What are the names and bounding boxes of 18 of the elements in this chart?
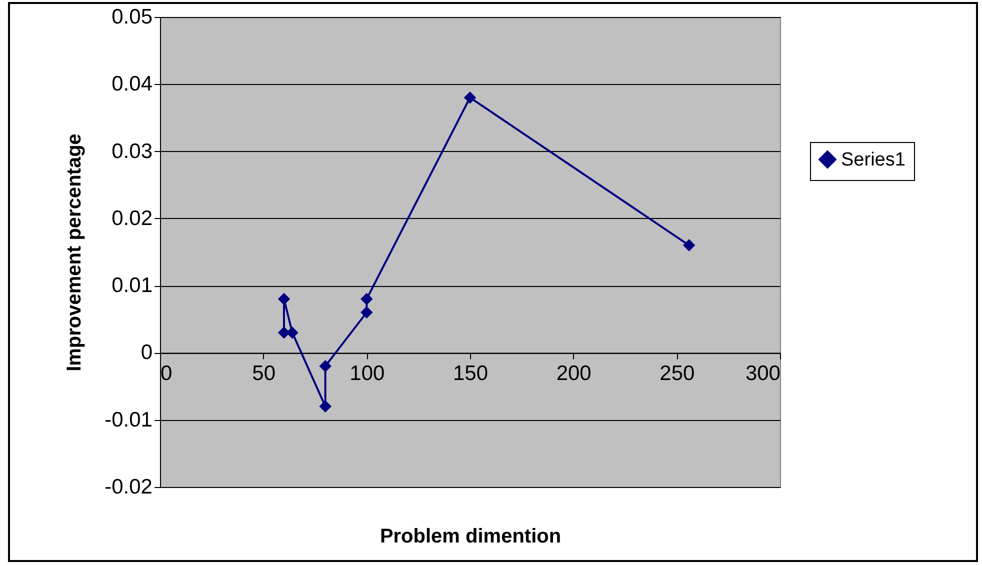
- x-tick-label: 100: [350, 362, 385, 386]
- y-tick-label: 0: [140, 341, 152, 364]
- y-tick-label: 0.01: [112, 274, 152, 298]
- x-tick-label: 150: [452, 362, 488, 386]
- y-axis-title: Improvement percentage: [64, 134, 86, 372]
- y-tick-label: 0.04: [112, 72, 153, 96]
- y-tick-label: -0.01: [104, 408, 152, 432]
- y-tick-label: 0.05: [112, 6, 152, 28]
- x-axis-title: Problem dimention: [380, 526, 562, 548]
- x-tick-label: 300: [745, 362, 780, 386]
- y-tick-label: 0.03: [112, 140, 152, 163]
- x-tick-label: 200: [556, 362, 592, 386]
- y-tick-label: -0.02: [104, 476, 152, 498]
- x-tick-label: 250: [660, 362, 695, 386]
- legend-label: Series1: [841, 150, 906, 170]
- x-tick-label: 50: [252, 362, 276, 386]
- y-tick-label: 0.02: [112, 206, 152, 230]
- x-tick-label: 0: [160, 362, 172, 386]
